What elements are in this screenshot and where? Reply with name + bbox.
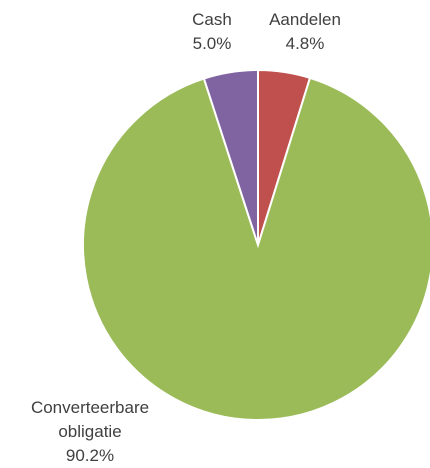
pie-slice <box>202 68 259 246</box>
slice-label: Cash 5.0% <box>172 8 252 56</box>
pie-slice <box>82 76 430 421</box>
category-label: Cash <box>192 10 232 29</box>
value-label: 5.0% <box>192 34 232 53</box>
slice-label: Converteerbare obligatie 90.2% <box>5 396 175 468</box>
category-label: Aandelen <box>269 10 341 29</box>
value-label: 4.8% <box>285 34 325 53</box>
category-label: Converteerbare obligatie <box>30 398 150 441</box>
value-label: 90.2% <box>65 446 115 465</box>
slice-label: Aandelen 4.8% <box>250 8 360 56</box>
